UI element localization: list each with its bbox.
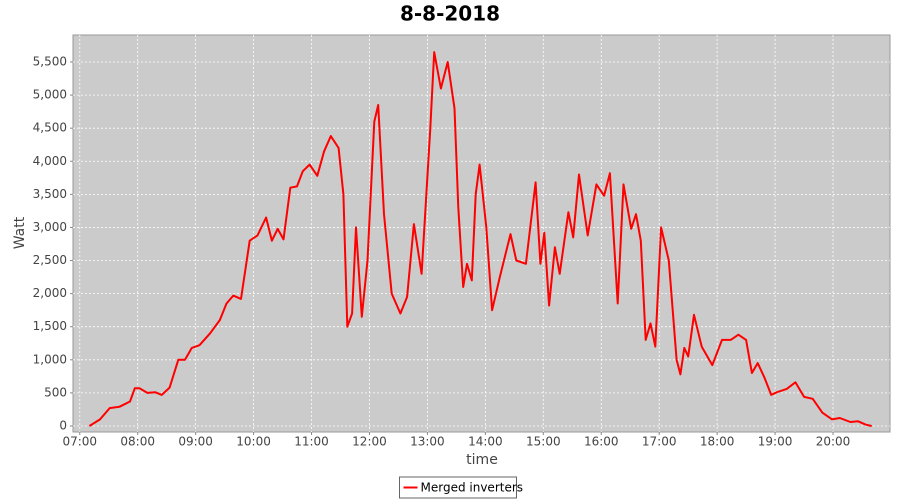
y-tick-label: 1,500 — [33, 319, 67, 333]
x-tick-label: 08:00 — [120, 435, 155, 449]
y-tick-label: 3,000 — [33, 220, 67, 234]
x-tick-label: 10:00 — [236, 435, 271, 449]
x-tick-label: 13:00 — [410, 435, 445, 449]
y-tick-label: 0 — [59, 418, 67, 432]
series-line — [88, 51, 872, 427]
legend-label: Merged inverters — [421, 481, 524, 495]
y-tick-label: 5,000 — [33, 88, 67, 102]
y-tick-label: 500 — [44, 385, 67, 399]
x-tick-label: 12:00 — [352, 435, 387, 449]
y-tick-label: 2,000 — [33, 286, 67, 300]
x-tick-label: 09:00 — [178, 435, 213, 449]
y-tick-label: 5,500 — [33, 55, 67, 69]
x-tick-label: 19:00 — [758, 435, 793, 449]
x-tick-label: 15:00 — [526, 435, 561, 449]
y-tick-label: 3,500 — [33, 187, 67, 201]
x-tick-label: 07:00 — [62, 435, 97, 449]
y-tick-label: 4,000 — [33, 154, 67, 168]
x-tick-label: 20:00 — [816, 435, 851, 449]
y-axis-label: Watt — [12, 216, 28, 249]
y-tick-label: 2,500 — [33, 253, 67, 267]
x-tick-label: 16:00 — [584, 435, 619, 449]
x-tick-label: 18:00 — [700, 435, 735, 449]
y-tick-label: 1,000 — [33, 352, 67, 366]
plot-area — [72, 34, 891, 433]
legend-box — [399, 476, 517, 499]
x-tick-label: 14:00 — [468, 435, 503, 449]
legend: Merged inverters — [399, 476, 524, 499]
x-tick-label: 11:00 — [294, 435, 329, 449]
y-tick-label: 4,500 — [33, 121, 67, 135]
chart-title: 8-8-2018 — [400, 2, 500, 26]
x-tick-label: 17:00 — [642, 435, 677, 449]
x-axis-label: time — [466, 452, 498, 468]
